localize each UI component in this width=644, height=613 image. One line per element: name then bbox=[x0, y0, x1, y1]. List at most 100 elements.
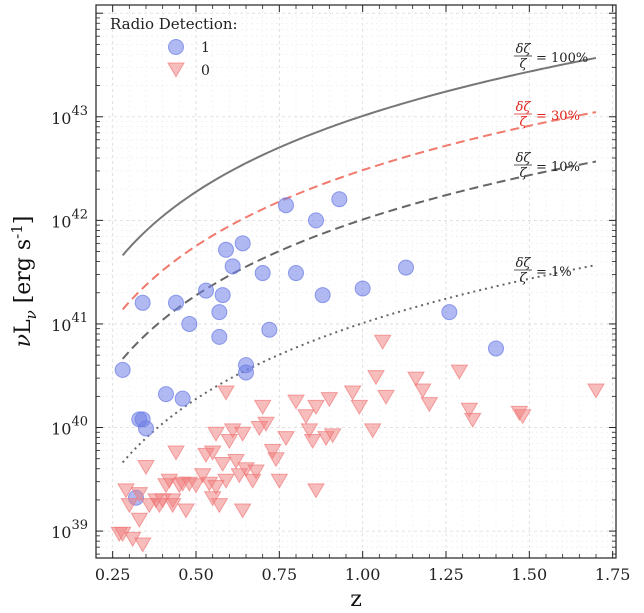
y-tick-label: 1041 bbox=[51, 311, 88, 335]
curve-label-value: = 100% bbox=[536, 51, 588, 66]
y-tick-label: 1039 bbox=[51, 518, 88, 542]
point-detected bbox=[214, 287, 231, 304]
point-undetected bbox=[133, 537, 152, 553]
model-curve bbox=[121, 264, 597, 464]
point-undetected bbox=[217, 385, 235, 401]
plot-frame bbox=[95, 4, 617, 559]
axis-ticks: 0.25 0.50 0.75 1.00 1.25 1.50 1.75 1039 1040 1041… bbox=[51, 5, 630, 584]
point-undetected bbox=[323, 428, 342, 444]
point-undetected bbox=[363, 423, 382, 439]
x-tick-label: 1.50 bbox=[512, 565, 548, 584]
point-undetected bbox=[233, 503, 252, 519]
point-undetected bbox=[233, 426, 252, 442]
curve-label-value: = 30% bbox=[536, 109, 580, 124]
legend-label-detected: 1 bbox=[201, 40, 210, 56]
curve-label-denominator: ζ bbox=[519, 115, 527, 130]
curve-label-denominator: ζ bbox=[519, 57, 527, 72]
point-undetected bbox=[130, 512, 149, 528]
point-undetected bbox=[207, 426, 225, 442]
point-undetected bbox=[277, 431, 295, 447]
point-detected bbox=[488, 340, 504, 357]
x-tick-label: 0.50 bbox=[178, 565, 214, 584]
curve-labels: δζζ = 100%δζζ = 30%δζζ = 10%δζζ = 1% bbox=[514, 42, 588, 286]
point-undetected bbox=[350, 399, 369, 415]
point-detected bbox=[158, 386, 174, 403]
curve-label: δζζ = 10% bbox=[514, 151, 580, 181]
point-detected bbox=[441, 304, 458, 321]
point-detected bbox=[288, 265, 304, 282]
point-undetected bbox=[413, 383, 432, 399]
x-tick-label: 1.75 bbox=[595, 565, 631, 584]
point-undetected bbox=[163, 498, 182, 514]
point-detected bbox=[211, 328, 228, 345]
legend-label-undetected: 0 bbox=[201, 63, 210, 79]
point-undetected bbox=[267, 452, 285, 468]
point-undetected bbox=[320, 392, 339, 408]
y-axis-label: νLν [erg s-1] bbox=[8, 216, 40, 348]
legend-marker-detected bbox=[168, 39, 184, 55]
point-undetected bbox=[307, 399, 325, 415]
point-detected bbox=[331, 191, 348, 208]
point-undetected bbox=[117, 483, 135, 499]
point-detected bbox=[314, 287, 331, 304]
x-axis-label: z bbox=[350, 587, 362, 612]
point-undetected bbox=[213, 456, 232, 473]
point-undetected bbox=[373, 334, 392, 350]
x-tick-label: 0.75 bbox=[262, 565, 298, 584]
point-undetected bbox=[307, 483, 325, 499]
point-detected bbox=[254, 265, 271, 282]
curve-label-numerator: δζ bbox=[516, 151, 532, 166]
point-undetected bbox=[263, 444, 282, 460]
point-undetected bbox=[243, 473, 262, 489]
point-undetected bbox=[420, 397, 439, 413]
curve-label-numerator: δζ bbox=[516, 256, 532, 271]
point-detected bbox=[278, 197, 294, 214]
legend-title: Radio Detection: bbox=[110, 15, 238, 33]
y-tick-label: 1042 bbox=[51, 207, 88, 231]
point-undetected bbox=[120, 498, 139, 514]
point-undetected bbox=[297, 409, 315, 425]
point-undetected bbox=[287, 394, 305, 410]
point-undetected bbox=[227, 454, 245, 470]
point-undetected bbox=[187, 478, 205, 494]
point-undetected bbox=[177, 503, 195, 519]
point-undetected bbox=[220, 433, 239, 450]
point-detected bbox=[354, 280, 371, 297]
model-curve bbox=[121, 111, 597, 311]
point-detected bbox=[398, 259, 414, 276]
legend: Radio Detection: 1 0 bbox=[110, 15, 238, 79]
point-undetected bbox=[343, 385, 362, 401]
point-undetected bbox=[460, 402, 479, 418]
point-undetected bbox=[137, 460, 155, 476]
point-detected bbox=[114, 361, 131, 378]
point-detected bbox=[138, 420, 154, 437]
point-detected bbox=[234, 235, 251, 252]
point-undetected bbox=[207, 479, 225, 496]
curve-label-numerator: δζ bbox=[516, 42, 532, 57]
point-detected bbox=[181, 315, 198, 332]
point-detected bbox=[261, 321, 278, 338]
point-detected bbox=[238, 364, 254, 381]
point-undetected bbox=[253, 399, 272, 415]
point-detected bbox=[308, 212, 324, 229]
point-undetected bbox=[217, 473, 235, 489]
point-undetected bbox=[193, 468, 212, 484]
point-undetected bbox=[247, 464, 265, 480]
point-undetected bbox=[407, 371, 425, 387]
point-detected bbox=[211, 304, 228, 321]
curve-label-denominator: ζ bbox=[519, 166, 527, 181]
legend-marker-undetected bbox=[167, 62, 185, 78]
curve-label: δζζ = 30% bbox=[514, 100, 580, 130]
curve-label-value: = 10% bbox=[536, 160, 580, 175]
curve-label-denominator: ζ bbox=[519, 271, 527, 286]
curve-label-value: = 1% bbox=[536, 265, 572, 280]
point-undetected bbox=[203, 445, 222, 461]
point-undetected bbox=[303, 433, 322, 450]
model-curve bbox=[121, 56, 597, 256]
y-tick-label: 1040 bbox=[51, 415, 88, 439]
point-undetected bbox=[450, 364, 469, 380]
point-undetected bbox=[367, 370, 385, 386]
point-undetected bbox=[587, 383, 605, 399]
point-detected bbox=[218, 241, 234, 258]
